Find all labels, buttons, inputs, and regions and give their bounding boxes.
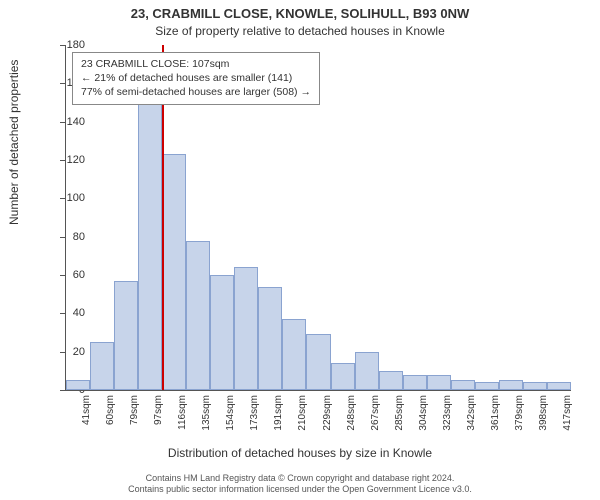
y-axis-label: Number of detached properties [7,60,21,225]
x-tick-label: 398sqm [538,395,549,445]
histogram-bar [523,382,547,390]
histogram-bar [138,103,162,391]
info-line-1: 23 CRABMILL CLOSE: 107sqm [81,57,311,71]
histogram-bar [114,281,138,390]
x-tick-label: 304sqm [418,395,429,445]
x-tick-label: 154sqm [225,395,236,445]
histogram-bar [331,363,355,390]
histogram-bar [547,382,571,390]
chart-subtitle: Size of property relative to detached ho… [0,24,600,38]
histogram-bar [379,371,403,390]
footer-line-1: Contains HM Land Registry data © Crown c… [0,473,600,485]
x-tick-label: 191sqm [273,395,284,445]
info-line-3: 77% of semi-detached houses are larger (… [81,85,311,99]
histogram-bar [403,375,427,390]
x-tick-label: 342sqm [466,395,477,445]
x-tick-label: 79sqm [129,395,140,445]
x-tick-label: 116sqm [177,395,188,445]
histogram-bar [90,342,114,390]
histogram-bar [258,287,282,391]
histogram-bar [499,380,523,390]
histogram-bar [186,241,210,391]
info-box: 23 CRABMILL CLOSE: 107sqm ← 21% of detac… [72,52,320,105]
footer-line-2: Contains public sector information licen… [0,484,600,496]
x-tick-label: 135sqm [201,395,212,445]
x-tick-label: 97sqm [153,395,164,445]
x-axis-label: Distribution of detached houses by size … [0,446,600,460]
histogram-bar [66,380,90,390]
x-tick-label: 267sqm [370,395,381,445]
x-tick-label: 417sqm [562,395,573,445]
footer-attribution: Contains HM Land Registry data © Crown c… [0,473,600,496]
histogram-bar [282,319,306,390]
chart-title: 23, CRABMILL CLOSE, KNOWLE, SOLIHULL, B9… [0,6,600,21]
x-tick-label: 323sqm [442,395,453,445]
x-tick-label: 41sqm [81,395,92,445]
x-tick-label: 285sqm [394,395,405,445]
histogram-bar [427,375,451,390]
histogram-bar [210,275,234,390]
x-tick-label: 361sqm [490,395,501,445]
property-size-histogram: 23, CRABMILL CLOSE, KNOWLE, SOLIHULL, B9… [0,0,600,500]
x-tick-label: 229sqm [322,395,333,445]
x-tick-label: 210sqm [297,395,308,445]
histogram-bar [234,267,258,390]
x-tick-label: 379sqm [514,395,525,445]
x-tick-label: 60sqm [105,395,116,445]
histogram-bar [306,334,330,390]
histogram-bar [355,352,379,390]
info-line-2: ← 21% of detached houses are smaller (14… [81,71,311,85]
histogram-bar [162,154,186,390]
histogram-bar [451,380,475,390]
histogram-bar [475,382,499,390]
x-tick-label: 173sqm [249,395,260,445]
x-tick-label: 248sqm [346,395,357,445]
